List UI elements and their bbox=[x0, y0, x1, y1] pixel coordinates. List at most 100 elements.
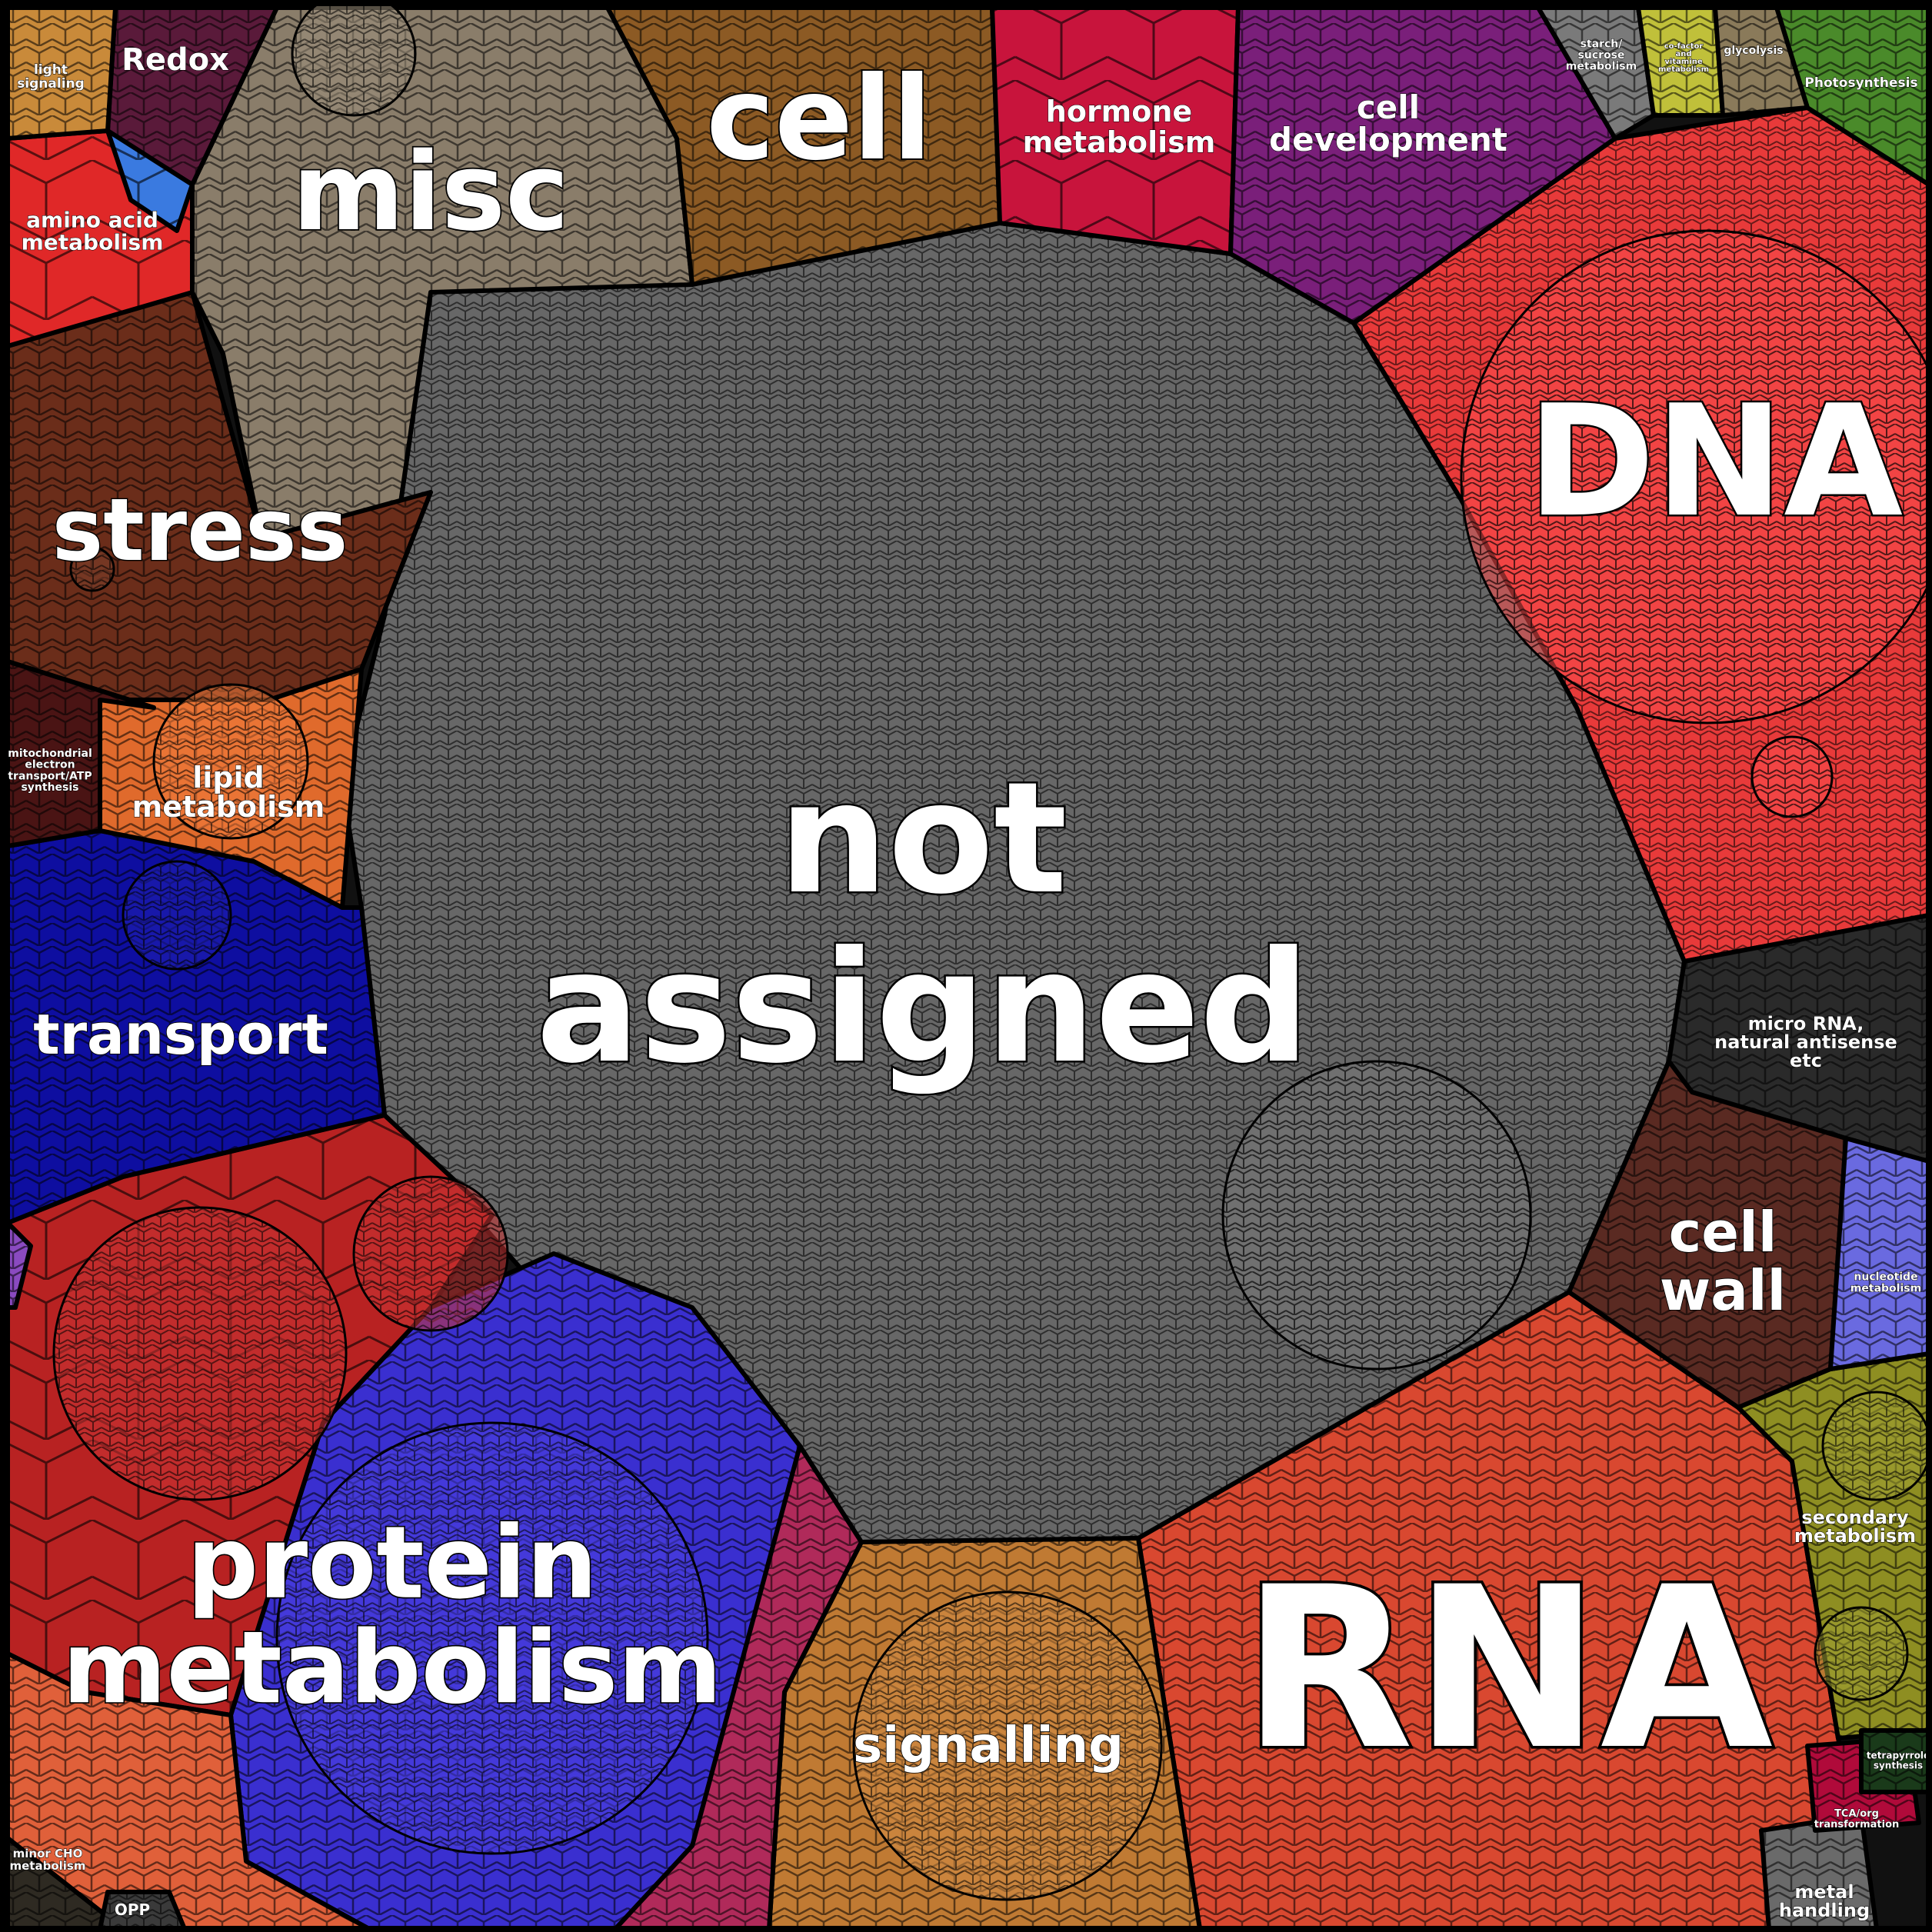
label-rna-line-0: RNA bbox=[1242, 1540, 1775, 1799]
cell-redox-texture bbox=[108, 8, 277, 185]
cell-mitochondrial bbox=[5, 659, 156, 848]
label-metal-handling-line-1: handling bbox=[1779, 1900, 1870, 1921]
label-micro-rna-line-0: micro RNA, bbox=[1748, 1013, 1864, 1034]
label-signalling-line-0: signalling bbox=[853, 1717, 1124, 1774]
label-mitochondrial-line-2: transport/ATP bbox=[8, 770, 92, 782]
label-stress-line-0: stress bbox=[52, 481, 348, 581]
label-redox-line-0: Redox bbox=[122, 42, 229, 78]
label-starch-sucrose-line-1: sucrose bbox=[1578, 49, 1625, 62]
cell-metal-handling bbox=[1759, 1813, 1879, 1931]
cell-blue-mid-texture bbox=[108, 131, 192, 231]
label-cell-wall-line-1: wall bbox=[1660, 1258, 1786, 1323]
cell-cell-development-border bbox=[1228, 5, 1617, 325]
label-mitochondrial: mitochondrial electron transport/ATP synthe… bbox=[8, 748, 92, 794]
label-nucleotide-metabolism-line-0: nucleotide bbox=[1854, 1271, 1917, 1284]
label-opp-line-0: OPP bbox=[115, 1900, 150, 1919]
label-tetrapyrrole: tetrapyrrole synthesis bbox=[1867, 1750, 1930, 1771]
subgroup-signalling-7-texture bbox=[854, 1592, 1161, 1900]
cell-transport-texture bbox=[8, 831, 385, 1223]
cell-starch-sucrose-texture bbox=[1538, 8, 1654, 138]
label-light-signaling-line-0: light bbox=[34, 62, 68, 78]
label-hormone-metabolism-line-0: hormone bbox=[1046, 95, 1192, 128]
label-minor-cho-line-1: metabolism bbox=[10, 1859, 86, 1873]
cell-nucleotide-metabolism bbox=[1828, 1136, 1931, 1371]
subgroup-dna-1-texture bbox=[1461, 231, 1932, 723]
cell-tetrapyrrole bbox=[1859, 1728, 1931, 1794]
label-tca-line-0: TCA/org bbox=[1834, 1808, 1879, 1820]
label-stress: stress bbox=[52, 481, 348, 581]
label-misc: misc bbox=[292, 130, 569, 255]
label-rna: RNA bbox=[1242, 1540, 1775, 1799]
label-tetrapyrrole-line-1: synthesis bbox=[1874, 1760, 1923, 1770]
cell-magenta-region-texture bbox=[615, 1446, 861, 1929]
cell-cell-development bbox=[1228, 5, 1617, 325]
label-mitochondrial-line-0: mitochondrial bbox=[8, 748, 92, 760]
cell-photosynthesis-texture bbox=[1777, 8, 1929, 185]
label-lipid-metabolism-line-1: metabolism bbox=[132, 790, 325, 824]
cell-small-purple-texture bbox=[8, 1223, 31, 1307]
label-cell-line-0: cell bbox=[706, 52, 931, 186]
cell-nucleotide-metabolism-texture bbox=[1830, 1138, 1929, 1369]
label-mitochondrial-line-1: electron bbox=[25, 759, 75, 771]
label-nucleotide-metabolism: nucleotide metabolism bbox=[1850, 1271, 1921, 1295]
label-hormone-metabolism: hormone metabolism bbox=[1023, 95, 1216, 159]
label-amino-acid-metabolism: amino acid metabolism bbox=[22, 207, 164, 255]
cell-light-signaling bbox=[5, 5, 118, 141]
label-transport-line-0: transport bbox=[33, 1002, 328, 1067]
label-secondary-metabolism-line-0: secondary bbox=[1801, 1507, 1909, 1528]
cell-stress-texture bbox=[8, 292, 431, 708]
label-cell-wall-line-0: cell bbox=[1669, 1200, 1777, 1264]
subgroup-stress-11-texture bbox=[71, 548, 114, 591]
label-photosynthesis-line-0: Photosynthesis bbox=[1804, 75, 1917, 91]
cell-micro-rna bbox=[1667, 913, 1931, 1164]
label-protein-metabolism-line-1: metabolism bbox=[62, 1609, 722, 1726]
subgroup-protein-metabolism-3-texture bbox=[277, 1423, 708, 1854]
subgroup-misc-10-texture bbox=[292, 0, 415, 115]
label-amino-acid-metabolism-line-1: metabolism bbox=[22, 229, 164, 255]
cell-minor-cho bbox=[5, 1836, 125, 1931]
label-co-factor: co-factor and vitamine metabolism bbox=[1658, 42, 1709, 74]
label-cell-development: cell development bbox=[1269, 88, 1507, 158]
cell-cell bbox=[605, 5, 1002, 287]
label-micro-rna-line-1: natural antisense bbox=[1714, 1031, 1897, 1053]
cell-coral-region-texture bbox=[8, 1654, 369, 1929]
cell-rna-texture bbox=[1138, 1292, 1877, 1929]
cell-glycolysis-border bbox=[1713, 5, 1810, 118]
subgroup-protein-red-5-texture bbox=[354, 1177, 508, 1331]
cell-small-purple-border bbox=[5, 1221, 33, 1310]
label-dna: DNA bbox=[1527, 372, 1903, 551]
label-cell-development-line-1: development bbox=[1269, 121, 1507, 158]
cell-metal-handling-texture bbox=[1761, 1815, 1877, 1929]
cell-cell-wall-texture bbox=[1569, 1061, 1846, 1407]
label-metal-handling-line-0: metal bbox=[1794, 1881, 1854, 1903]
label-co-factor-line-0: co-factor bbox=[1664, 42, 1704, 51]
cell-cell-wall bbox=[1567, 1059, 1848, 1410]
label-cell-wall: cell wall bbox=[1660, 1200, 1786, 1323]
cell-cell-border bbox=[605, 5, 1002, 287]
label-tca-line-1: transformation bbox=[1814, 1818, 1900, 1830]
label-co-factor-line-2: vitamine bbox=[1664, 58, 1702, 66]
label-signalling: signalling bbox=[853, 1717, 1124, 1774]
cell-blue-mid bbox=[105, 128, 195, 233]
cell-mitochondrial-border bbox=[5, 659, 156, 848]
label-minor-cho-line-0: minor CHO bbox=[13, 1847, 83, 1860]
label-not-assigned-line-1: assigned bbox=[536, 918, 1310, 1098]
cell-tetrapyrrole-texture bbox=[1861, 1730, 1929, 1792]
cell-mitochondrial-texture bbox=[8, 661, 154, 846]
label-co-factor-line-3: metabolism bbox=[1658, 65, 1709, 74]
label-minor-cho: minor CHO metabolism bbox=[10, 1847, 86, 1873]
label-micro-rna: micro RNA, natural antisense etc bbox=[1714, 1013, 1897, 1071]
label-light-signaling-line-1: signaling bbox=[17, 76, 85, 92]
cell-misc bbox=[190, 5, 695, 618]
label-glycolysis: glycolysis bbox=[1724, 45, 1783, 57]
subgroup-not-assigned-2-texture bbox=[1223, 1061, 1531, 1369]
cell-opp-texture bbox=[100, 1892, 185, 1929]
cell-blue-mid-border bbox=[105, 128, 195, 233]
label-not-assigned-line-0: not bbox=[778, 749, 1067, 928]
label-nucleotide-metabolism-line-1: metabolism bbox=[1850, 1282, 1921, 1294]
cell-glycolysis bbox=[1713, 5, 1810, 118]
cell-starch-sucrose bbox=[1536, 5, 1656, 141]
